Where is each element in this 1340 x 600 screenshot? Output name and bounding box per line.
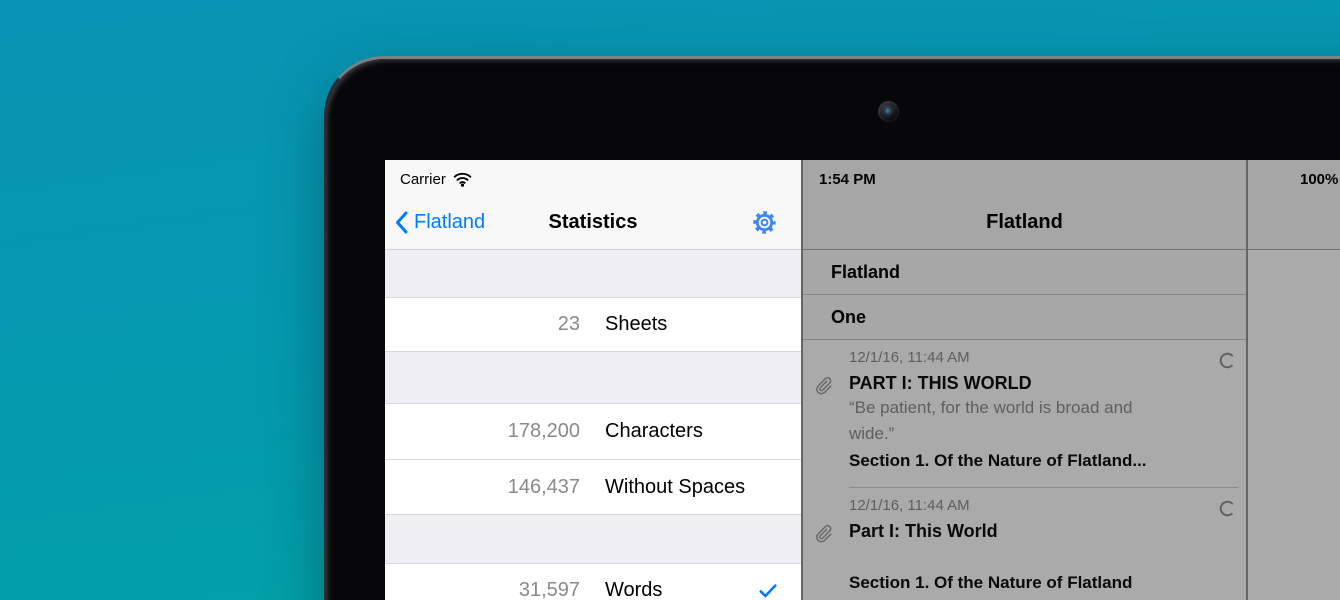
- sheet-list-nav-bar: Flatland: [803, 196, 1246, 250]
- sync-spinner-icon: [1219, 352, 1236, 369]
- battery-percent-label: 100%: [1300, 170, 1339, 188]
- group-gap: [385, 352, 801, 403]
- left-status-bar: Carrier: [385, 160, 801, 196]
- group-gap: [385, 515, 801, 563]
- stat-value: 31,597: [518, 579, 580, 600]
- front-camera-icon: [878, 101, 899, 122]
- dim-scrim[interactable]: [801, 160, 1340, 600]
- sheet-date: 12/1/16, 11:44 AM: [849, 349, 970, 366]
- stat-row-characters[interactable]: 178,200 Characters: [385, 404, 801, 459]
- group-row-label: One: [831, 306, 867, 327]
- stat-value: 178,200: [507, 420, 580, 442]
- sync-spinner-icon: [1219, 500, 1236, 517]
- stat-row-words[interactable]: 31,597 Words: [385, 564, 801, 600]
- sheet-list-title: Flatland: [986, 211, 1063, 233]
- stat-row-sheets[interactable]: 23 Sheets: [385, 298, 801, 351]
- stat-row-without-spaces[interactable]: 146,437 Without Spaces: [385, 459, 801, 514]
- sheet-date: 12/1/16, 11:44 AM: [849, 497, 970, 514]
- statistics-nav-bar: Flatland Statistics: [385, 196, 801, 250]
- stats-group-words: 31,597 Words: [385, 563, 801, 600]
- stat-label: Words: [605, 579, 663, 600]
- back-button-label: Flatland: [414, 211, 486, 233]
- settings-button[interactable]: [752, 210, 777, 240]
- carrier-label: Carrier: [400, 170, 446, 188]
- stat-value: 146,437: [507, 475, 580, 498]
- editor-body: [1248, 250, 1340, 600]
- sheet-subtitle: Section 1. Of the Nature of Flatland...: [849, 451, 1147, 470]
- sheet-item[interactable]: 12/1/16, 11:44 AM Part I: This World Sec…: [803, 488, 1246, 600]
- group-row-flatland[interactable]: Flatland: [803, 250, 1246, 295]
- middle-status-bar: 1:54 PM: [803, 160, 1246, 196]
- sheet-item[interactable]: 12/1/16, 11:44 AM PART I: THIS WORLD “Be…: [803, 340, 1246, 487]
- back-button[interactable]: Flatland: [395, 196, 485, 249]
- ipad-bezel: Carrier: [324, 56, 1340, 600]
- group-row-one[interactable]: One: [803, 295, 1246, 340]
- editor-nav-bar: [1248, 196, 1340, 250]
- sheet-title: PART I: THIS WORLD: [849, 373, 1032, 393]
- group-gap: [385, 250, 801, 297]
- stat-value: 23: [557, 313, 580, 335]
- stat-label: Sheets: [605, 313, 668, 335]
- app-screen: Carrier: [385, 160, 1340, 600]
- gear-icon: [752, 210, 777, 240]
- editor-panel: 100%: [1248, 160, 1340, 600]
- checkmark-icon: [759, 583, 777, 598]
- page-title: Statistics: [548, 211, 638, 233]
- sheet-title: Part I: This World: [849, 521, 998, 541]
- clock-label: 1:54 PM: [819, 170, 876, 188]
- right-status-bar: 100%: [1248, 160, 1340, 196]
- paperclip-icon: [813, 522, 836, 545]
- stat-label: Without Spaces: [605, 475, 746, 498]
- stat-label: Characters: [605, 420, 703, 442]
- back-chevron-icon: [395, 211, 408, 234]
- wifi-icon: [453, 172, 472, 187]
- sheet-separator: [849, 487, 1238, 488]
- group-row-label: Flatland: [831, 261, 901, 282]
- stats-group-sheets: 23 Sheets: [385, 297, 801, 352]
- stats-group-characters: 178,200 Characters 146,437 Without Space…: [385, 403, 801, 515]
- sheet-subtitle: Section 1. Of the Nature of Flatland: [849, 573, 1133, 592]
- sheet-preview: “Be patient, for the world is broad and …: [849, 398, 1133, 443]
- sheet-list-panel: 1:54 PM Flatland Flatland One 12/1/16, 1…: [801, 160, 1248, 600]
- paperclip-icon: [813, 374, 836, 397]
- statistics-panel: Carrier: [385, 160, 801, 600]
